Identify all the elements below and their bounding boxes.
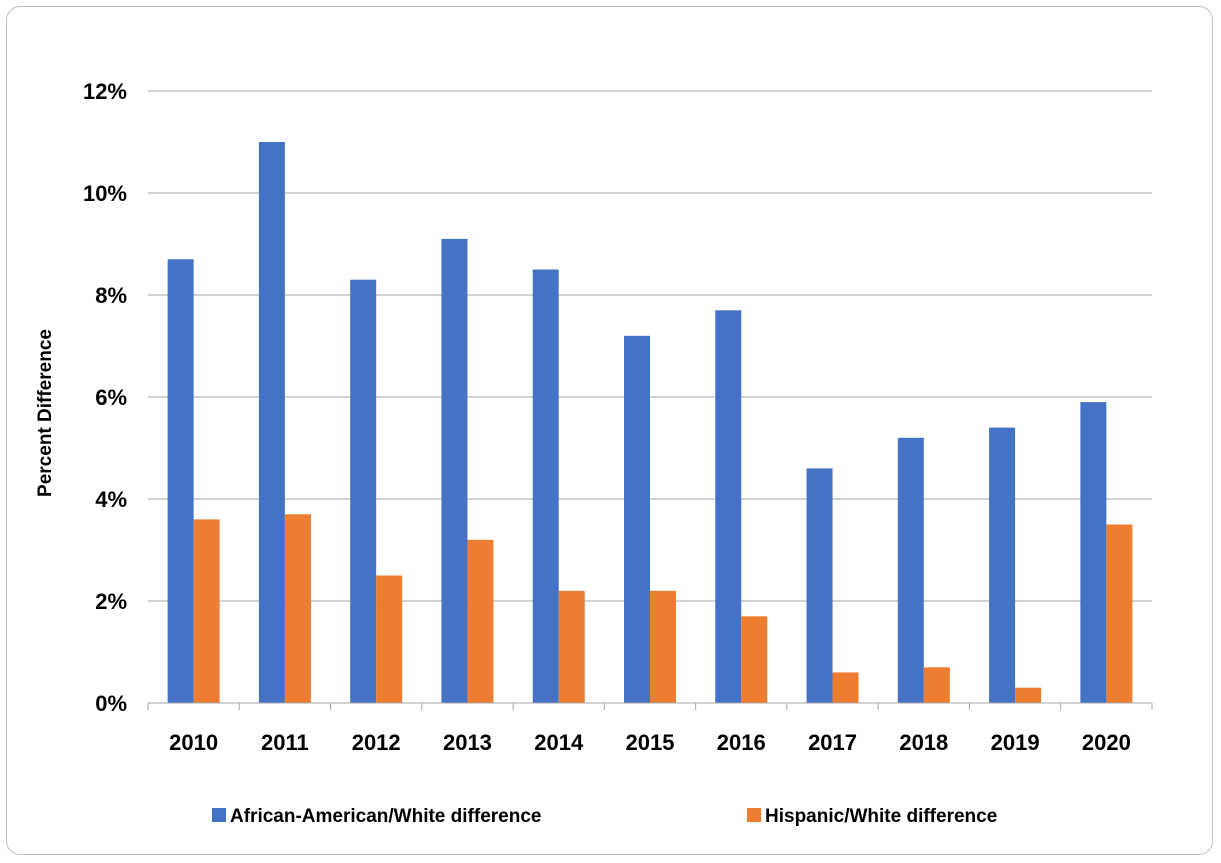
y-tick-label: 12% xyxy=(83,79,127,104)
bar-african-american-2014 xyxy=(532,269,559,703)
x-tick-label: 2016 xyxy=(717,730,766,755)
y-tick-labels: 0% 2% 4% 6% 8% 10% 12% xyxy=(83,79,127,716)
x-tick-label: 2013 xyxy=(443,730,492,755)
y-tick-label: 10% xyxy=(83,181,127,206)
bar-hispanic-2018 xyxy=(923,667,950,703)
bar-african-american-2017 xyxy=(806,468,833,703)
y-axis-title: Percent Difference xyxy=(35,329,56,497)
bar-african-american-2011 xyxy=(258,142,285,703)
x-tick-label: 2020 xyxy=(1082,730,1131,755)
y-tick-label: 6% xyxy=(95,385,127,410)
x-tick-label: 2017 xyxy=(808,730,857,755)
x-tick-label: 2012 xyxy=(352,730,401,755)
bar-african-american-2015 xyxy=(624,335,650,703)
bar-hispanic-2012 xyxy=(376,575,403,703)
x-tick-labels: 2010 2011 2012 2013 2014 2015 2016 2017 2018 2019… xyxy=(169,730,1131,755)
x-tick-label: 2019 xyxy=(991,730,1040,755)
bar-african-american-2012 xyxy=(350,279,377,703)
x-tick-label: 2018 xyxy=(899,730,948,755)
x-tick-label: 2011 xyxy=(261,730,309,755)
bar-hispanic-2019 xyxy=(1015,687,1042,703)
y-tick-label: 4% xyxy=(95,487,127,512)
bar-african-american-2013 xyxy=(441,238,468,703)
legend-label-african-american: African-American/White difference xyxy=(230,806,541,827)
y-tick-label: 8% xyxy=(95,283,127,308)
bar-hispanic-2014 xyxy=(558,590,585,703)
bar-hispanic-2011 xyxy=(284,514,311,703)
bar-african-american-2020 xyxy=(1080,402,1107,703)
legend-swatch-african-american xyxy=(212,808,226,822)
bar-hispanic-2013 xyxy=(467,539,494,703)
x-tick-label: 2010 xyxy=(169,730,218,755)
axes xyxy=(147,702,1153,710)
bar-hispanic-2017 xyxy=(832,672,859,703)
bar-hispanic-2016 xyxy=(741,616,768,703)
bar-hispanic-2015 xyxy=(650,590,676,703)
bar-african-american-2010 xyxy=(167,259,194,703)
bar-african-american-2018 xyxy=(897,437,924,703)
x-tick-label: 2014 xyxy=(534,730,584,755)
bar-hispanic-2020 xyxy=(1106,524,1133,703)
bar-african-american-2019 xyxy=(989,427,1016,703)
bars-group xyxy=(167,142,1133,703)
bar-african-american-2016 xyxy=(715,310,742,703)
bar-hispanic-2010 xyxy=(193,519,220,703)
y-tick-label: 2% xyxy=(95,589,127,614)
legend-label-hispanic: Hispanic/White difference xyxy=(765,806,997,827)
x-tick-label: 2015 xyxy=(626,730,675,755)
gridlines xyxy=(148,90,1152,602)
legend: African-American/White difference Hispan… xyxy=(212,806,997,827)
legend-swatch-hispanic xyxy=(747,808,761,822)
y-tick-label: 0% xyxy=(95,691,127,716)
